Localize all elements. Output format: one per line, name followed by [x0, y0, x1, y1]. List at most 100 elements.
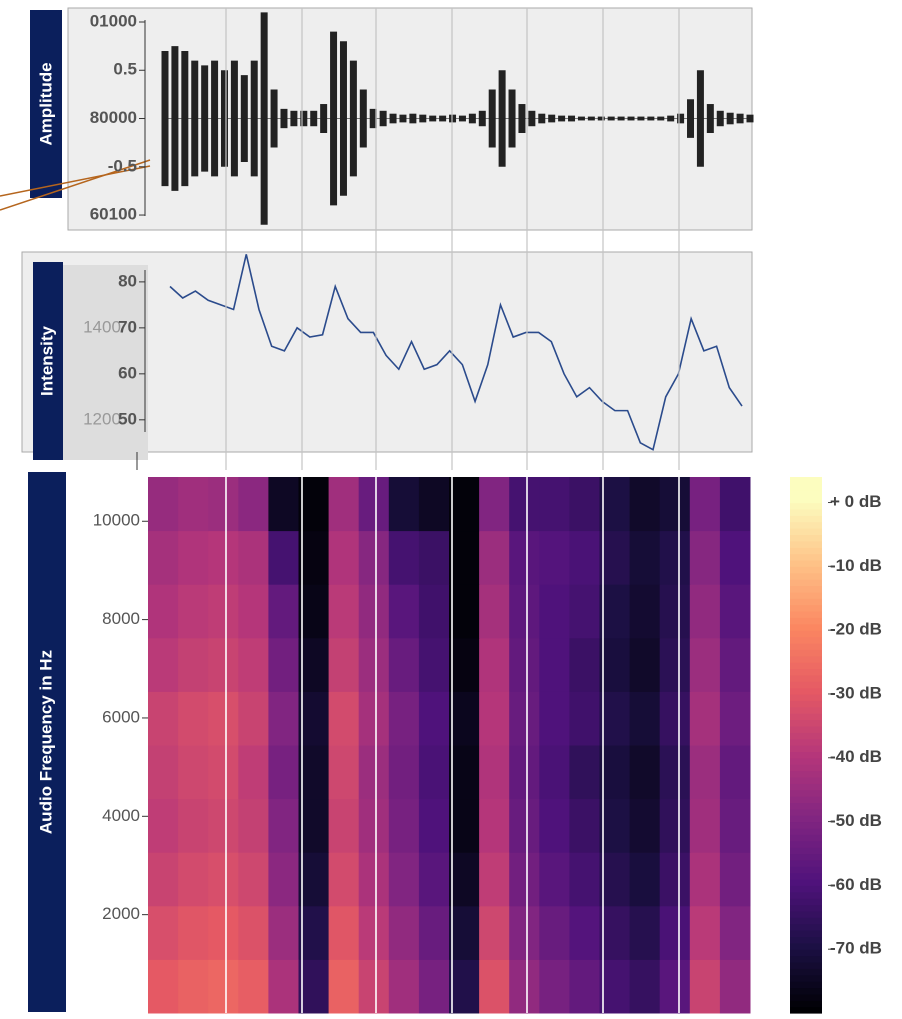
heatmap-cell: [539, 852, 570, 907]
colorbar-step: [790, 751, 822, 759]
colorbar-step: [790, 968, 822, 976]
heatmap-cell: [719, 745, 751, 800]
heatmap-cell: [268, 745, 299, 800]
colorbar-step: [790, 636, 822, 644]
colorbar-step: [790, 942, 822, 950]
y-axis-title: Intensity: [37, 326, 56, 396]
heatmap-cell: [178, 798, 209, 853]
heatmap-cell: [388, 637, 420, 692]
colorbar-step: [790, 847, 822, 855]
heatmap-cell: [148, 745, 179, 800]
heatmap-cell: [449, 477, 480, 532]
heatmap-cell: [418, 691, 450, 746]
heatmap-cell: [418, 745, 450, 800]
heatmap-cell: [479, 959, 510, 1014]
heatmap-cell: [479, 530, 510, 585]
heatmap-cell: [358, 691, 390, 746]
heatmap-cell: [659, 691, 691, 746]
colorbar-step: [790, 879, 822, 886]
heatmap-cell: [539, 745, 570, 800]
colorbar-step: [790, 898, 822, 906]
colorbar-step: [790, 591, 822, 599]
colorbar-step: [790, 745, 822, 752]
colorbar-step: [790, 496, 822, 504]
heatmap-cell: [719, 959, 751, 1014]
heatmap-cell: [569, 477, 600, 532]
heatmap-cell: [659, 637, 691, 692]
heatmap-cell: [689, 584, 721, 639]
heatmap-cell: [599, 745, 631, 800]
heatmap-cell: [689, 959, 721, 1014]
colorbar-step: [790, 732, 822, 740]
heatmap-cell: [719, 530, 751, 585]
heatmap-cell: [599, 852, 631, 907]
heatmap-cell: [208, 477, 239, 532]
heatmap-cell: [418, 477, 450, 532]
heatmap-cell: [449, 959, 480, 1014]
heatmap-cell: [509, 745, 540, 800]
heatmap-cell: [298, 905, 330, 960]
heatmap-cell: [449, 745, 480, 800]
heatmap-cell: [599, 691, 631, 746]
heatmap-cell: [388, 745, 420, 800]
heatmap-cell: [208, 959, 239, 1014]
heatmap-cell: [539, 477, 570, 532]
heatmap-cell: [479, 905, 510, 960]
heatmap-cell: [388, 905, 420, 960]
heatmap-cell: [328, 905, 360, 960]
heatmap-cell: [358, 477, 390, 532]
heatmap-cell: [569, 745, 600, 800]
colorbar-step: [790, 796, 822, 804]
heatmap-cell: [509, 637, 540, 692]
colorbar-step: [790, 974, 822, 982]
colorbar-step: [790, 662, 822, 670]
heatmap-cell: [599, 959, 631, 1014]
colorbar-step: [790, 910, 822, 918]
heatmap-cell: [178, 905, 209, 960]
heatmap-cell: [358, 852, 390, 907]
colorbar-step: [790, 534, 822, 542]
heatmap-cell: [148, 584, 179, 639]
colorbar-step: [790, 987, 822, 995]
heatmap-cell: [328, 745, 360, 800]
y-tick-label: 80000: [90, 108, 137, 127]
colorbar-step: [790, 477, 822, 484]
heatmap-cell: [659, 530, 691, 585]
colorbar-tick-label: -50 dB: [830, 811, 882, 830]
colorbar-step: [790, 700, 822, 708]
colorbar-step: [790, 738, 822, 746]
heatmap-cell: [539, 959, 570, 1014]
colorbar-step: [790, 866, 822, 874]
y-tick-label: 0.5: [113, 60, 137, 79]
heatmap-cell: [719, 852, 751, 907]
heatmap-cell: [328, 584, 360, 639]
colorbar-step: [790, 917, 822, 925]
colorbar-step: [790, 859, 822, 867]
colorbar-step: [790, 936, 822, 944]
overlay-label: 1400: [83, 317, 121, 336]
heatmap-cell: [659, 584, 691, 639]
heatmap-cell: [238, 959, 269, 1014]
heatmap-cell: [539, 530, 570, 585]
heatmap-cell: [449, 905, 480, 960]
heatmap-cell: [208, 530, 239, 585]
heatmap-cell: [479, 798, 510, 853]
colorbar-step: [790, 483, 822, 491]
heatmap-cell: [268, 905, 299, 960]
heatmap-cell: [689, 477, 721, 532]
heatmap-cell: [569, 852, 600, 907]
heatmap-cell: [599, 477, 631, 532]
heatmap-cell: [328, 852, 360, 907]
y-tick-label: 2000: [102, 904, 140, 923]
heatmap-cell: [599, 798, 631, 853]
colorbar-step: [790, 834, 822, 842]
heatmap-cell: [689, 637, 721, 692]
colorbar-step: [790, 547, 822, 555]
heatmap-cell: [298, 852, 330, 907]
heatmap-cell: [449, 530, 480, 585]
heatmap-cell: [629, 905, 661, 960]
heatmap-cell: [358, 637, 390, 692]
heatmap-cell: [358, 798, 390, 853]
colorbar-step: [790, 904, 822, 912]
colorbar-step: [790, 674, 822, 682]
